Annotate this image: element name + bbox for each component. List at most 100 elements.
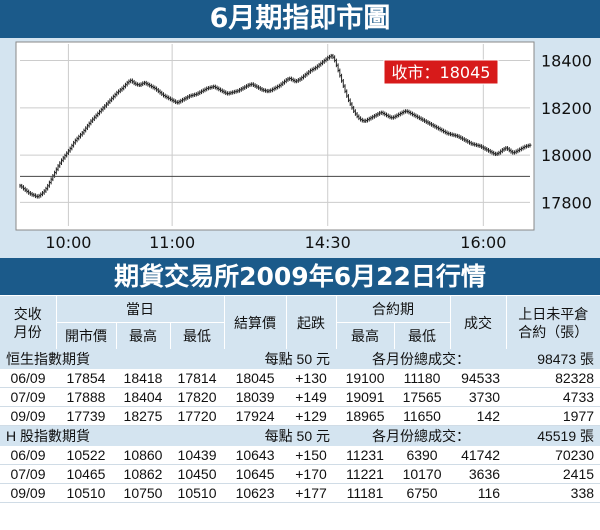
table-cell: 17814 xyxy=(170,369,225,388)
table-cell: 11221 xyxy=(336,464,395,484)
intraday-chart: 17800 18000 18200 18400 10:00 11:00 14:30 16:00… xyxy=(15,41,592,252)
col-change: 起跌 xyxy=(286,296,337,349)
table-cell: +150 xyxy=(286,446,337,465)
market-table: 交收 月份 當日 結算價 起跌 合約期 成交 上日未平倉 合約（張） 開市價 最… xyxy=(0,296,600,503)
table-cell: 18039 xyxy=(224,387,287,407)
table-cell: 10522 xyxy=(56,446,116,465)
table-cell: 11181 xyxy=(336,483,395,503)
col-settle: 結算價 xyxy=(224,296,287,349)
table-title: 期貨交易所2009年6月22日行情 xyxy=(0,258,600,295)
table-cell: 17854 xyxy=(56,369,116,388)
table-cell: 10510 xyxy=(170,483,225,503)
section-total-label: 各月份總成交： xyxy=(336,349,507,369)
col-high: 最高 xyxy=(116,322,171,349)
y-tick-label: 18000 xyxy=(541,146,592,165)
table-cell: 18045 xyxy=(224,369,287,388)
y-tick-label: 18200 xyxy=(541,99,592,118)
table-cell: +170 xyxy=(286,464,337,484)
table-cell: 17820 xyxy=(170,387,225,407)
table-cell: 338 xyxy=(506,483,600,503)
table-cell: 10750 xyxy=(116,483,170,503)
col-low: 最低 xyxy=(170,322,225,349)
table-cell: 18275 xyxy=(116,406,170,426)
table-cell: 3636 xyxy=(450,464,507,484)
table-cell: +149 xyxy=(286,387,337,407)
section-per-point: 每點 50 元 xyxy=(224,425,337,446)
section-name: 恒生指數期貨 xyxy=(0,349,225,369)
table-cell: 18404 xyxy=(116,387,170,407)
table-cell: 17720 xyxy=(170,406,225,426)
col-cp-low: 最低 xyxy=(394,322,451,349)
table-cell: 17924 xyxy=(224,406,287,426)
col-same-day: 當日 xyxy=(56,296,225,323)
section-total: 98473 張 xyxy=(506,349,600,369)
close-label: 收市：18045 xyxy=(392,63,491,82)
table-row: 07/09 17888 18404 17820 18039 +149 19091… xyxy=(0,387,600,407)
col-volume: 成交 xyxy=(450,296,507,349)
section-row: 恒生指數期貨 每點 50 元 各月份總成交： 98473 張 xyxy=(0,349,600,369)
table-cell: 10862 xyxy=(116,464,170,484)
table-cell: 06/09 xyxy=(0,446,56,465)
table-row: 06/09 10522 10860 10439 10643 +150 11231… xyxy=(0,446,600,465)
section-name: H 股指數期貨 xyxy=(0,425,225,446)
chart-title: 6月期指即市圖 xyxy=(0,0,600,38)
price-marks xyxy=(19,53,532,199)
table-cell: 10510 xyxy=(56,483,116,503)
table-cell: 09/09 xyxy=(0,406,56,426)
y-tick-label: 18400 xyxy=(541,52,592,71)
close-label-box xyxy=(383,59,499,85)
table-cell: 10439 xyxy=(170,446,225,465)
table-cell: 11650 xyxy=(394,406,451,426)
table-cell: 3730 xyxy=(450,387,507,407)
table-header-row-2: 開市價 最高 最低 最高 最低 xyxy=(0,322,600,349)
x-tick-label: 16:00 xyxy=(460,233,506,252)
col-open-interest: 上日未平倉 合約（張） xyxy=(506,296,600,349)
table-row: 09/09 17739 18275 17720 17924 +129 18965… xyxy=(0,406,600,426)
table-cell: +130 xyxy=(286,369,337,388)
table-cell: 11231 xyxy=(336,446,395,465)
col-cp-high: 最高 xyxy=(336,322,395,349)
table-cell: 19100 xyxy=(336,369,395,388)
table-row: 07/09 10465 10862 10450 10645 +170 11221… xyxy=(0,464,600,484)
y-tick-label: 17800 xyxy=(541,193,592,212)
table-row: 06/09 17854 18418 17814 18045 +130 19100… xyxy=(0,369,600,388)
col-contract-period: 合約期 xyxy=(336,296,451,323)
section-row: H 股指數期貨 每點 50 元 各月份總成交： 45519 張 xyxy=(0,425,600,446)
table-cell: 07/09 xyxy=(0,387,56,407)
table-header-row-1: 交收 月份 當日 結算價 起跌 合約期 成交 上日未平倉 合約（張） xyxy=(0,296,600,349)
table-cell: 18965 xyxy=(336,406,395,426)
table-cell: 82328 xyxy=(506,369,600,388)
table-cell: 10450 xyxy=(170,464,225,484)
table-cell: 06/09 xyxy=(0,369,56,388)
table-cell: 94533 xyxy=(450,369,507,388)
table-cell: 142 xyxy=(450,406,507,426)
col-open: 開市價 xyxy=(56,322,117,349)
chart-area: 17800 18000 18200 18400 10:00 11:00 14:30 16:00… xyxy=(0,38,600,258)
table-cell: 11180 xyxy=(394,369,451,388)
table-cell: 6390 xyxy=(394,446,451,465)
table-cell: 10623 xyxy=(224,483,287,503)
table-cell: 10860 xyxy=(116,446,170,465)
section-total-label: 各月份總成交： xyxy=(336,425,507,446)
col-contract-month: 交收 月份 xyxy=(0,296,57,349)
table-cell: 70230 xyxy=(506,446,600,465)
table-cell: 18418 xyxy=(116,369,170,388)
table-cell: 09/09 xyxy=(0,483,56,503)
x-tick-label: 14:30 xyxy=(305,233,351,252)
table-cell: 6750 xyxy=(394,483,451,503)
x-tick-label: 11:00 xyxy=(149,233,195,252)
table-cell: 1977 xyxy=(506,406,600,426)
table-cell: 17739 xyxy=(56,406,116,426)
table-cell: 10170 xyxy=(394,464,451,484)
table-row: 09/09 10510 10750 10510 10623 +177 11181… xyxy=(0,483,600,503)
x-tick-label: 10:00 xyxy=(45,233,91,252)
table-cell: +129 xyxy=(286,406,337,426)
table-cell: 17888 xyxy=(56,387,116,407)
section-per-point: 每點 50 元 xyxy=(224,349,337,369)
table-cell: 4733 xyxy=(506,387,600,407)
table-cell: 41742 xyxy=(450,446,507,465)
table-cell: 10645 xyxy=(224,464,287,484)
section-total: 45519 張 xyxy=(506,425,600,446)
table-cell: +177 xyxy=(286,483,337,503)
